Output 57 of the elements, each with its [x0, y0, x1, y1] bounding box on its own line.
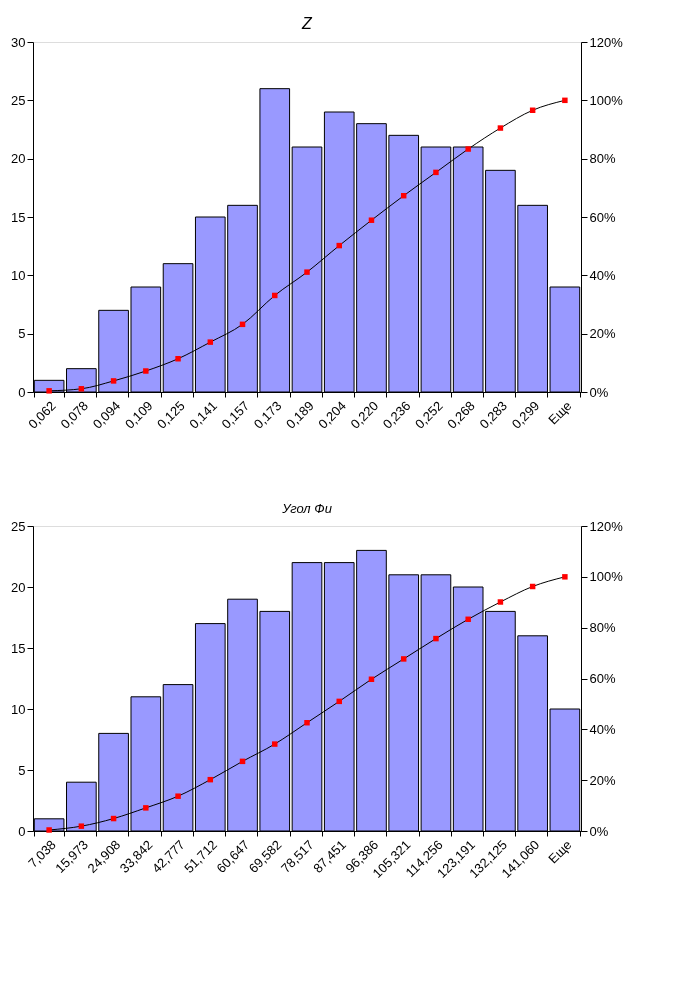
y2-tick-label: 60% [589, 209, 616, 225]
point [143, 805, 149, 811]
point [272, 741, 278, 747]
point [465, 146, 471, 152]
point [562, 97, 568, 104]
point [304, 269, 310, 275]
y2-tick-label: 20% [589, 326, 616, 342]
y2-tick-label: 0% [589, 823, 609, 839]
y-tick-label: 5 [18, 762, 26, 778]
y2-tick-label: 100% [589, 569, 624, 585]
point [143, 368, 149, 374]
point [562, 574, 568, 580]
point [110, 378, 117, 384]
y-tick-label: 15 [11, 640, 26, 656]
y-tick-label: 25 [11, 518, 26, 534]
chart-title: Угол Фи [281, 501, 332, 516]
y2-tick-label: 40% [589, 267, 616, 283]
point [175, 356, 181, 362]
y-tick-label: 20 [11, 151, 26, 167]
y-tick-label: 15 [11, 209, 26, 225]
point [433, 169, 439, 176]
y-tick-label: 10 [11, 701, 26, 717]
point [368, 217, 375, 223]
y2-tick-label: 40% [589, 721, 616, 737]
point [465, 616, 471, 623]
y2-tick-label: 120% [589, 518, 624, 534]
y2-tick-label: 80% [589, 151, 616, 167]
y-tick-label: 0 [18, 384, 26, 400]
y2-tick-label: 120% [589, 34, 624, 50]
y-tick-label: 25 [11, 92, 26, 108]
point [433, 635, 439, 642]
y2-tick-label: 80% [589, 620, 616, 636]
point [78, 386, 85, 392]
y2-tick-label: 0% [589, 384, 609, 400]
point [46, 388, 52, 394]
y2-tick-label: 60% [589, 671, 616, 686]
point [336, 698, 342, 705]
point [46, 827, 52, 833]
y-tick-label: 30 [11, 34, 26, 50]
point [207, 339, 214, 345]
y2-tick-label: 20% [589, 772, 616, 788]
point [78, 823, 85, 829]
y2-tick-label: 100% [589, 92, 624, 108]
y-tick-label: 20 [11, 579, 26, 595]
chart-title: Z [301, 15, 314, 32]
point [497, 599, 504, 605]
x-tick-label: Еще [545, 398, 575, 428]
point [272, 292, 278, 299]
point [336, 242, 342, 249]
point [304, 719, 310, 726]
point [400, 656, 407, 662]
point [497, 125, 504, 131]
x-tick-label: Еще [545, 837, 575, 867]
y-tick-label: 0 [18, 823, 26, 839]
point [175, 793, 181, 799]
y-tick-label: 10 [11, 267, 26, 283]
y-tick-label: 5 [18, 326, 26, 342]
